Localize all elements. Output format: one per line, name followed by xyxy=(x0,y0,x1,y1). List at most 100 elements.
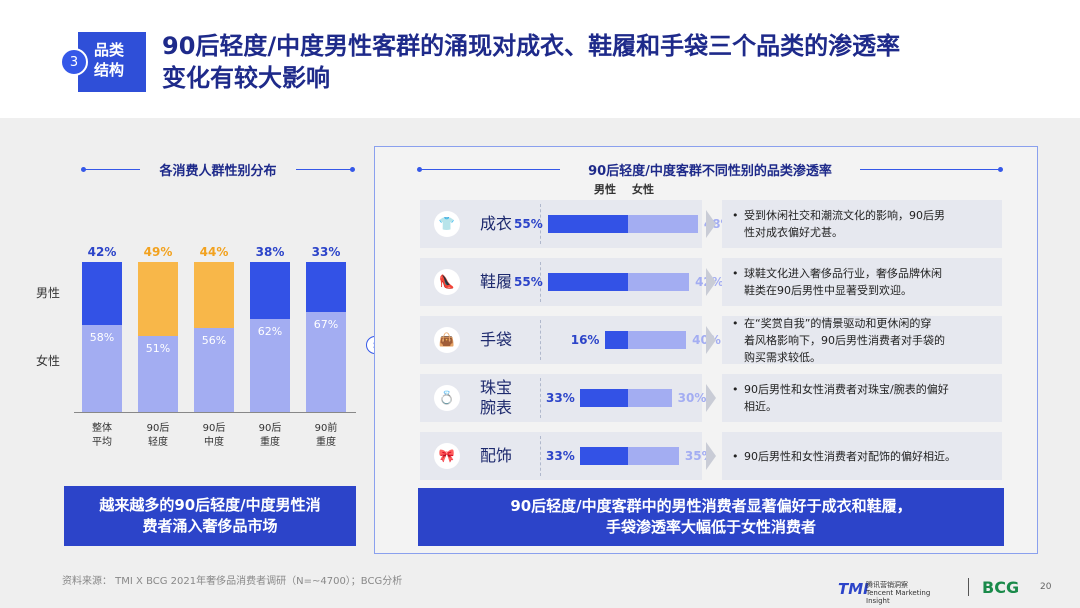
note-bullet: • xyxy=(732,317,739,330)
chart-baseline xyxy=(74,412,356,413)
shoe-icon: 👠 xyxy=(434,269,460,295)
section-tag-line2: 结构 xyxy=(94,61,125,79)
male-axis-label: 男性 xyxy=(36,286,61,300)
category-name: 配饰 xyxy=(480,446,513,465)
category-label: 整体 平均 xyxy=(92,423,112,448)
female-axis-label: 女性 xyxy=(36,354,61,368)
right-title-line-left xyxy=(417,167,560,172)
tmi-logo: TMI xyxy=(838,580,869,598)
female-bar xyxy=(628,215,698,233)
bar-female-value: 51% xyxy=(145,341,171,355)
accessory-icon: 🎀 xyxy=(434,443,460,469)
handbag-icon: 👜 xyxy=(434,327,460,353)
male-bar xyxy=(548,273,628,291)
category-label: 90后 中度 xyxy=(202,423,226,448)
category-label: 90后 轻度 xyxy=(146,423,170,448)
row-note: • 球鞋文化进入奢侈品行业，奢侈品牌休闲 鞋类在90后男性中显著受到欢迎。 xyxy=(722,258,1002,306)
row-note: • 90后男性和女性消费者对配饰的偏好相近。 xyxy=(722,432,1002,480)
row-note: • 在“奖赏自我”的情景驱动和更休闲的穿 着风格影响下，90后男性消费者对手袋的 购买… xyxy=(722,316,1002,364)
bar-female-value: 58% xyxy=(89,331,115,344)
note-text: 球鞋文化进入奢侈品行业，奢侈品牌休闲 鞋类在90后男性中显著受到欢迎。 xyxy=(744,265,994,299)
note-line: 着风格影响下，90后男性消费者对手袋的 xyxy=(744,334,945,347)
note-bullet: • xyxy=(732,450,739,463)
left-section-title: 各消费人群性别分布 xyxy=(159,164,277,179)
category-name-line2: 腕表 xyxy=(480,398,513,417)
bar-female-value: 62% xyxy=(257,325,283,338)
note-bullet: • xyxy=(732,209,739,222)
legend-male: 男性 xyxy=(594,183,616,196)
male-bar xyxy=(604,331,628,349)
bar-male-value: 42% xyxy=(87,245,117,259)
page-title: 90后轻度/中度男性客群的涌现对成衣、鞋履和手袋三个品类的渗透率 变化有较大影响 xyxy=(162,30,1042,94)
row-arrow xyxy=(706,210,716,238)
category-label: 90前 重度 xyxy=(314,423,338,448)
male-value: 33% xyxy=(546,391,575,405)
note-line: 相近。 xyxy=(744,400,777,413)
bar-male-value: 44% xyxy=(199,245,229,259)
left-callout: 越来越多的90后轻度/中度男性消 费者涌入奢侈品市场 xyxy=(64,486,356,546)
section-number-badge: 3 xyxy=(60,48,88,76)
ring-icon: 💍 xyxy=(434,385,460,411)
note-line: 性对成衣偏好尤甚。 xyxy=(744,226,843,239)
note-text: 90后男性和女性消费者对珠宝/腕表的偏好 相近。 xyxy=(744,381,994,415)
bar-female xyxy=(194,328,234,412)
row-separator xyxy=(540,378,541,418)
bar-male-value: 38% xyxy=(255,245,285,259)
bar-male xyxy=(82,262,122,325)
female-bar xyxy=(628,447,679,465)
bar-female-value: 56% xyxy=(201,334,227,347)
note-line: 受到休闲社交和潮流文化的影响，90后男 xyxy=(744,209,945,222)
bcg-logo: BCG xyxy=(982,578,1020,597)
row-note: • 90后男性和女性消费者对珠宝/腕表的偏好 相近。 xyxy=(722,374,1002,422)
bar-female xyxy=(82,325,122,412)
row-note: • 受到休闲社交和潮流文化的影响，90后男 性对成衣偏好尤甚。 xyxy=(722,200,1002,248)
female-bar xyxy=(628,331,687,349)
female-bar xyxy=(628,273,690,291)
bar-male xyxy=(306,262,346,312)
category-name: 鞋履 xyxy=(480,272,513,291)
category-name: 手袋 xyxy=(480,330,513,349)
row-arrow xyxy=(706,442,716,470)
row-separator xyxy=(540,204,541,244)
note-text: 90后男性和女性消费者对配饰的偏好相近。 xyxy=(744,448,994,465)
note-line: 购买需求较低。 xyxy=(744,351,821,364)
female-value: 30% xyxy=(677,391,707,405)
row-arrow xyxy=(706,384,716,412)
bar-female xyxy=(306,311,346,412)
note-text: 在“奖赏自我”的情景驱动和更休闲的穿 着风格影响下，90后男性消费者对手袋的 购买需… xyxy=(744,315,994,366)
bar-male-value: 33% xyxy=(311,245,341,259)
note-line: 90后男性和女性消费者对配饰的偏好相近。 xyxy=(744,450,956,463)
male-bar xyxy=(548,215,628,233)
page-title-line1: 90后轻度/中度男性客群的涌现对成衣、鞋履和手袋三个品类的渗透率 xyxy=(162,32,901,60)
page-title-line2: 变化有较大影响 xyxy=(162,64,330,92)
male-value: 33% xyxy=(546,449,575,463)
note-line: 球鞋文化进入奢侈品行业，奢侈品牌休闲 xyxy=(744,267,942,280)
right-callout-line2: 手袋渗透率大幅低于女性消费者 xyxy=(605,518,816,536)
right-callout: 90后轻度/中度客群中的男性消费者显著偏好于成衣和鞋履， 手袋渗透率大幅低于女性… xyxy=(418,488,1004,546)
category-label: 90后 重度 xyxy=(258,423,282,448)
row-separator xyxy=(540,436,541,476)
note-bullet: • xyxy=(732,383,739,396)
note-bullet: • xyxy=(732,267,739,280)
male-value: 55% xyxy=(514,275,543,289)
male-bar xyxy=(580,389,628,407)
header: 品类 结构 3 90后轻度/中度男性客群的涌现对成衣、鞋履和手袋三个品类的渗透率… xyxy=(0,0,1080,118)
category-name-line1: 珠宝 xyxy=(480,378,513,397)
note-line: 90后男性和女性消费者对珠宝/腕表的偏好 xyxy=(744,383,949,396)
note-line: 鞋类在90后男性中显著受到欢迎。 xyxy=(744,284,912,297)
left-callout-line1: 越来越多的90后轻度/中度男性消 xyxy=(99,496,321,514)
bar-female-value: 67% xyxy=(313,317,339,331)
left-title-line-right xyxy=(296,167,355,172)
row-separator xyxy=(540,320,541,360)
right-title-line-right xyxy=(860,167,1003,172)
bar-male xyxy=(138,262,178,336)
category-name: 成衣 xyxy=(480,214,513,233)
male-value: 55% xyxy=(514,217,543,231)
bar-female xyxy=(138,335,178,412)
tmi-logo-subtitle: 腾讯营销洞察 Tencent Marketing Insight xyxy=(866,581,931,605)
bar-male xyxy=(250,262,290,319)
left-title-line-left xyxy=(81,167,140,172)
logo-separator xyxy=(968,578,969,596)
section-tag: 品类 结构 xyxy=(78,32,146,92)
female-bar xyxy=(628,389,672,407)
